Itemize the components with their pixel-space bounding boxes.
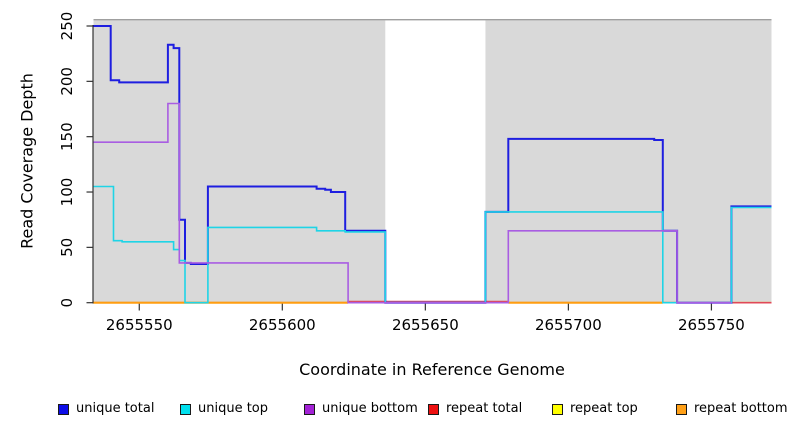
y-tick-label: 200 (58, 67, 76, 96)
y-axis-label: Read Coverage Depth (17, 73, 37, 249)
y-tick-label: 150 (58, 122, 76, 151)
x-axis-label: Coordinate in Reference Genome (299, 360, 565, 379)
highlight-band (385, 20, 486, 304)
series-line-unique-top (93, 185, 772, 304)
x-tick-label: 2655650 (392, 316, 459, 334)
x-tick-label: 2655550 (106, 316, 173, 334)
x-tick-label: 2655750 (678, 316, 745, 334)
series-line-unique-total (93, 25, 772, 304)
y-tick-label: 100 (58, 178, 76, 207)
y-tick-label: 250 (58, 12, 76, 41)
y-tick-label: 50 (58, 238, 76, 257)
series-line-unique-bottom (93, 102, 732, 304)
x-tick-label: 2655700 (535, 316, 602, 334)
y-tick-label: 0 (58, 298, 76, 308)
x-tick-label: 2655600 (249, 316, 316, 334)
